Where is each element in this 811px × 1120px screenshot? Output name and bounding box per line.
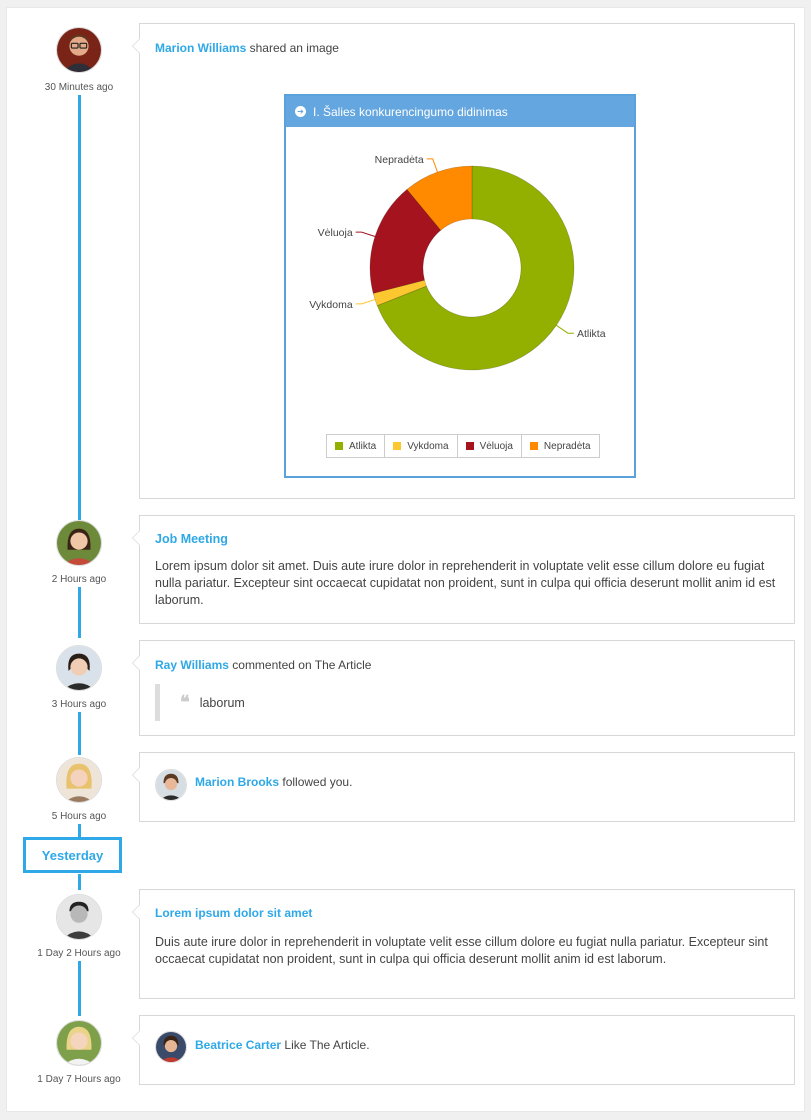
actor-link[interactable]: Marion Williams bbox=[155, 41, 247, 55]
legend-label: Atlikta bbox=[349, 440, 377, 452]
timestamp: 1 Day 2 Hours ago bbox=[19, 947, 139, 961]
card-headline: Job Meeting bbox=[155, 532, 228, 546]
timeline-card-follow: Marion Brooks followed you. bbox=[132, 752, 795, 822]
card-headline: Beatrice Carter Like The Article. bbox=[195, 1038, 370, 1052]
legend-item-vykdoma[interactable]: Vykdoma bbox=[385, 435, 458, 457]
legend-item-nepradėta[interactable]: Nepradėta bbox=[522, 435, 599, 457]
timeline-card-like: Beatrice Carter Like The Article. bbox=[132, 1015, 795, 1085]
donut-slice-vėluoja[interactable] bbox=[369, 188, 442, 294]
shared-image-chart[interactable]: ➔ I. Šalies konkurencingumo didinimas At… bbox=[284, 94, 636, 478]
donut-chart: Atlikta Vykdoma Vėluoja Nepradėta bbox=[309, 154, 606, 371]
day-separator-badge: Yesterday bbox=[23, 837, 122, 873]
legend-label: Vykdoma bbox=[407, 440, 449, 452]
data-label: Vykdoma bbox=[309, 299, 353, 311]
avatar[interactable] bbox=[56, 894, 102, 940]
quote-icon: ❝ bbox=[180, 691, 190, 713]
legend-swatch bbox=[393, 442, 402, 450]
liker-avatar[interactable] bbox=[155, 1031, 187, 1063]
legend-item-atlikta[interactable]: Atlikta bbox=[327, 435, 386, 457]
card-headline: Lorem ipsum dolor sit amet bbox=[155, 906, 312, 920]
timeline-line bbox=[78, 958, 81, 1016]
timeline-line bbox=[78, 584, 81, 638]
legend-label: Vėluoja bbox=[479, 440, 513, 452]
card-headline: Marion Williams shared an image bbox=[155, 41, 339, 55]
timestamp: 30 Minutes ago bbox=[19, 81, 139, 95]
entry-title-link[interactable]: Job Meeting bbox=[155, 532, 228, 546]
avatar[interactable] bbox=[56, 645, 102, 691]
card-headline: Ray Williams commented on The Article bbox=[155, 658, 371, 672]
card-headline: Marion Brooks followed you. bbox=[195, 775, 352, 789]
data-label: Nepradėta bbox=[375, 154, 424, 166]
comment-quote: ❝ laborum bbox=[155, 684, 245, 721]
timeline-line bbox=[78, 874, 81, 890]
timestamp: 5 Hours ago bbox=[19, 810, 139, 824]
timeline-line bbox=[78, 709, 81, 755]
avatar[interactable] bbox=[56, 520, 102, 566]
avatar[interactable] bbox=[56, 27, 102, 73]
legend-swatch bbox=[465, 442, 474, 450]
chart-title: I. Šalies konkurencingumo didinimas bbox=[313, 104, 508, 119]
timeline-card-shared-image: Marion Williams shared an image ➔ I. Šal… bbox=[132, 23, 795, 499]
timeline-panel: 30 Minutes ago Marion Williams shared an… bbox=[6, 7, 805, 1112]
actor-link[interactable]: Beatrice Carter bbox=[195, 1038, 282, 1052]
timeline-card-comment: Ray Williams commented on The Article ❝ … bbox=[132, 640, 795, 736]
timestamp: 2 Hours ago bbox=[19, 573, 139, 587]
avatar[interactable] bbox=[56, 1020, 102, 1066]
data-label: Atlikta bbox=[577, 328, 606, 340]
follower-avatar[interactable] bbox=[155, 769, 187, 801]
legend-swatch bbox=[529, 442, 538, 450]
label-leader-line bbox=[556, 324, 574, 334]
action-text: commented on The Article bbox=[232, 658, 372, 672]
arrow-circle-icon: ➔ bbox=[295, 106, 306, 117]
data-label: Vėluoja bbox=[318, 227, 353, 239]
avatar[interactable] bbox=[56, 757, 102, 803]
timestamp: 1 Day 7 Hours ago bbox=[19, 1073, 139, 1087]
timeline-line bbox=[78, 821, 81, 841]
legend-item-vėluoja[interactable]: Vėluoja bbox=[458, 435, 522, 457]
entry-body: Duis aute irure dolor in reprehenderit i… bbox=[155, 935, 768, 966]
timestamp: 3 Hours ago bbox=[19, 698, 139, 712]
action-text: followed you. bbox=[282, 775, 353, 789]
actor-link[interactable]: Marion Brooks bbox=[195, 775, 280, 789]
entry-body: Lorem ipsum dolor sit amet. Duis aute ir… bbox=[155, 559, 776, 607]
chart-legend: Atlikta Vykdoma Vėluoja Nepradėta bbox=[326, 434, 600, 458]
quote-text: laborum bbox=[199, 695, 245, 710]
timeline-card-job-meeting: Job Meeting Lorem ipsum dolor sit amet. … bbox=[132, 515, 795, 624]
donut-slice-nepradėta[interactable] bbox=[406, 165, 473, 231]
entry-title-link[interactable]: Lorem ipsum dolor sit amet bbox=[155, 906, 313, 920]
timeline-line bbox=[78, 90, 81, 520]
legend-label: Nepradėta bbox=[543, 440, 591, 452]
label-leader-line bbox=[426, 158, 438, 173]
action-text: shared an image bbox=[249, 41, 339, 55]
chart-header: ➔ I. Šalies konkurencingumo didinimas bbox=[286, 96, 634, 127]
legend-swatch bbox=[335, 442, 343, 450]
label-leader-line bbox=[355, 299, 376, 305]
donut-slice-vykdoma[interactable] bbox=[372, 279, 427, 306]
donut-slice-atlikta[interactable] bbox=[376, 165, 575, 371]
label-leader-line bbox=[355, 231, 376, 237]
action-text: Like The Article. bbox=[284, 1038, 370, 1052]
timeline-card-lorem: Lorem ipsum dolor sit amet Duis aute iru… bbox=[132, 889, 795, 999]
actor-link[interactable]: Ray Williams bbox=[155, 658, 229, 672]
